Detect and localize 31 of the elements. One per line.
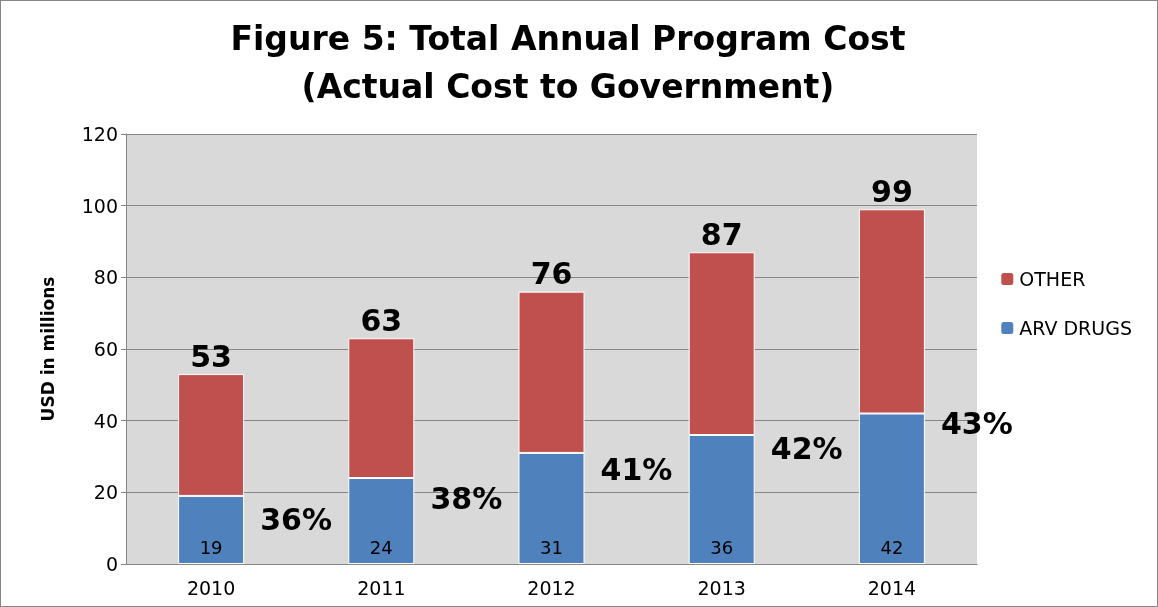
y-tick-label: 40 (93, 409, 118, 432)
total-label: 53 (190, 338, 232, 374)
data-label: 19 (199, 536, 223, 558)
total-label: 63 (360, 302, 403, 338)
y-tick-label: 20 (93, 481, 118, 504)
legend-label: ARV DRUGS (1019, 317, 1133, 339)
data-label: 24 (369, 536, 393, 558)
annotation: 42% (770, 430, 843, 466)
legend-label: OTHER (1019, 268, 1086, 290)
x-tick-label: 2011 (357, 576, 406, 599)
data-label: 42 (880, 536, 904, 558)
y-axis-title: USD in millions (37, 276, 58, 422)
x-tick-label: 2013 (697, 576, 746, 599)
total-label: 76 (530, 256, 573, 292)
y-tick-label: 100 (81, 194, 118, 217)
y-tick-label: 120 (81, 123, 118, 145)
data-label: 31 (540, 536, 563, 558)
annotation: 41% (600, 451, 673, 487)
x-tick-label: 2012 (527, 576, 576, 599)
y-tick-label: 60 (93, 338, 118, 360)
data-label: 36 (710, 536, 734, 558)
annotation: 43% (940, 405, 1013, 441)
y-tick-label: 80 (93, 266, 118, 289)
annotation: 38% (430, 481, 503, 517)
total-label: 87 (700, 216, 743, 252)
total-label: 99 (871, 173, 913, 209)
y-tick-label: 0 (105, 553, 118, 575)
x-tick-label: 2010 (186, 576, 236, 599)
x-tick-label: 2014 (867, 576, 917, 599)
chart-title: Figure 5: Total Annual Program Cost (Actual Cost to Government) (230, 18, 906, 106)
annotation: 36% (260, 502, 333, 538)
